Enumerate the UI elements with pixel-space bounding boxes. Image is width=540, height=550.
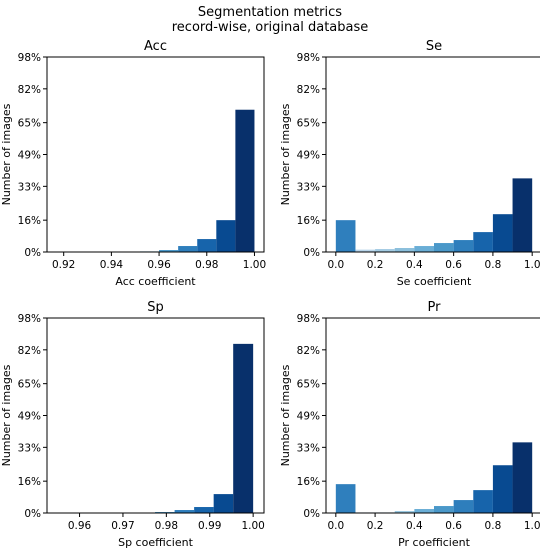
ytick-label-se-1: 16% — [297, 215, 320, 227]
ytick-label-pr-6: 98% — [297, 313, 320, 325]
bar-acc-9 — [235, 109, 255, 252]
xtick-label-se-4: 0.8 — [485, 259, 502, 271]
bar-acc-5 — [159, 250, 179, 252]
xtick-label-acc-4: 1.00 — [243, 259, 266, 271]
xaxis-label-se: Se coefficient — [397, 275, 472, 288]
ytick-label-se-3: 49% — [297, 150, 320, 162]
ytick-label-acc-6: 98% — [18, 52, 41, 64]
axes-frame-sp — [46, 317, 265, 514]
ytick-label-pr-2: 33% — [297, 442, 320, 454]
bar-se-6 — [453, 240, 474, 252]
xtick-label-pr-4: 0.8 — [485, 520, 502, 532]
xtick-label-sp-1: 0.97 — [111, 520, 134, 532]
bar-sp-8 — [213, 494, 234, 513]
xtick-label-acc-0: 0.92 — [52, 259, 75, 271]
bar-sp-7 — [194, 507, 214, 513]
xtick-label-se-1: 0.2 — [367, 259, 384, 271]
xtick-label-se-2: 0.4 — [406, 259, 423, 271]
xtick-label-pr-1: 0.2 — [367, 520, 384, 532]
ytick-label-pr-1: 16% — [297, 476, 320, 488]
bar-pr-5 — [434, 506, 454, 513]
ytick-label-acc-2: 33% — [18, 181, 41, 193]
yaxis-label-pr: Number of images — [279, 364, 292, 466]
ytick-label-acc-3: 49% — [18, 150, 41, 162]
bar-pr-8 — [492, 465, 513, 513]
ytick-label-sp-5: 82% — [18, 345, 41, 357]
bar-sp-6 — [174, 510, 195, 513]
bar-se-7 — [473, 232, 493, 252]
ytick-label-sp-1: 16% — [18, 476, 41, 488]
ytick-label-sp-2: 33% — [18, 442, 41, 454]
ytick-label-sp-4: 65% — [18, 379, 41, 391]
ytick-label-pr-0: 0% — [303, 508, 320, 520]
xtick-label-sp-4: 1.00 — [241, 520, 264, 532]
figure-title-line2: record-wise, original database — [172, 20, 369, 35]
bar-pr-0 — [335, 484, 356, 513]
yaxis-label-se: Number of images — [279, 103, 292, 205]
yaxis-label-sp: Number of images — [0, 364, 13, 466]
bar-acc-8 — [216, 220, 236, 252]
bar-se-3 — [394, 248, 415, 252]
bar-acc-7 — [197, 239, 217, 252]
xtick-label-acc-1: 0.94 — [100, 259, 124, 271]
panel-title-pr: Pr — [428, 300, 442, 315]
bar-pr-4 — [414, 509, 434, 513]
bar-pr-3 — [394, 511, 415, 513]
bar-se-9 — [512, 178, 533, 252]
panel-se: 0% 16% 33% 49% 65% 82% 98% 0.0 0.2 0.4 0.6 0.8 1.0 Se… — [279, 39, 540, 288]
panel-acc: 0% 16% 33% 49% 65% 82% 98% 0.92 0.94 0.96 0.98 1.00… — [0, 39, 266, 288]
bar-se-0 — [335, 220, 356, 252]
ytick-label-sp-0: 0% — [24, 508, 41, 520]
ytick-label-se-5: 82% — [297, 84, 320, 96]
bar-sp-9 — [233, 343, 254, 513]
yaxis-label-acc: Number of images — [0, 103, 13, 205]
xtick-label-sp-0: 0.96 — [68, 520, 92, 532]
xaxis-label-acc: Acc coefficient — [115, 275, 196, 288]
ytick-label-acc-4: 65% — [18, 118, 41, 130]
bar-se-8 — [492, 214, 513, 252]
bar-pr-7 — [473, 490, 493, 513]
xtick-label-se-5: 1.0 — [524, 259, 540, 271]
xtick-label-pr-5: 1.0 — [524, 520, 540, 532]
xtick-label-pr-0: 0.0 — [327, 520, 344, 532]
ytick-label-se-2: 33% — [297, 181, 320, 193]
ytick-label-pr-5: 82% — [297, 345, 320, 357]
bar-pr-9 — [512, 442, 533, 513]
xaxis-label-pr: Pr coefficient — [398, 536, 470, 549]
ytick-label-se-4: 65% — [297, 118, 320, 130]
xtick-label-sp-3: 0.99 — [198, 520, 221, 532]
ytick-label-sp-3: 49% — [18, 411, 41, 423]
ytick-label-acc-0: 0% — [24, 247, 41, 259]
ytick-label-sp-6: 98% — [18, 313, 41, 325]
bar-se-5 — [434, 243, 454, 252]
bar-se-1 — [355, 249, 376, 252]
panel-sp: 0% 16% 33% 49% 65% 82% 98% 0.96 0.97 0.98 0.99 1.00… — [0, 300, 265, 549]
ytick-label-pr-4: 65% — [297, 379, 320, 391]
xtick-label-acc-3: 0.98 — [195, 259, 218, 271]
xtick-label-acc-2: 0.96 — [147, 259, 171, 271]
bar-se-4 — [414, 246, 434, 252]
ytick-label-se-6: 98% — [297, 52, 320, 64]
xtick-label-sp-2: 0.98 — [155, 520, 178, 532]
ytick-label-acc-5: 82% — [18, 84, 41, 96]
ytick-label-se-0: 0% — [303, 247, 320, 259]
bar-se-2 — [375, 249, 395, 252]
ytick-label-pr-3: 49% — [297, 411, 320, 423]
panel-pr: 0% 16% 33% 49% 65% 82% 98% 0.0 0.2 0.4 0.6 0.8 1.0 Pr… — [279, 300, 540, 549]
panel-title-sp: Sp — [147, 300, 164, 315]
histogram-panels: 0%16%33%49%65%82%98%0.92 0.94 0.96 0.98 1.00… — [0, 39, 540, 549]
bar-pr-6 — [453, 500, 474, 513]
panel-title-acc: Acc — [144, 39, 167, 54]
figure-title-line1: Segmentation metrics — [198, 5, 342, 20]
xtick-label-se-0: 0.0 — [327, 259, 344, 271]
ytick-label-acc-1: 16% — [18, 215, 41, 227]
bar-acc-6 — [178, 246, 198, 252]
xtick-label-pr-3: 0.6 — [445, 520, 462, 532]
panel-title-se: Se — [426, 39, 442, 54]
xtick-label-se-3: 0.6 — [445, 259, 462, 271]
xaxis-label-sp: Sp coefficient — [118, 536, 193, 549]
xtick-label-pr-2: 0.4 — [406, 520, 423, 532]
